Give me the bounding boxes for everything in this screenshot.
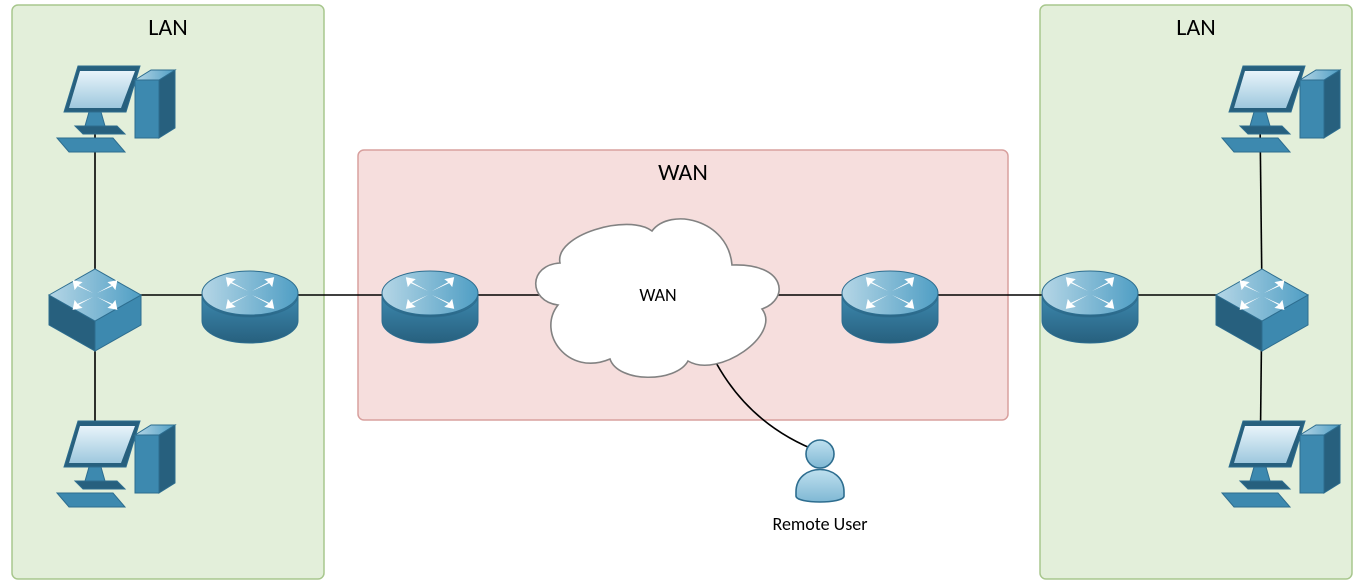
remote-user-label: Remote User — [773, 513, 868, 535]
lan-right-label: LAN — [1176, 13, 1215, 42]
lan-left-label: LAN — [148, 13, 187, 42]
wan-cloud-label: WAN — [639, 284, 676, 306]
router-rt-r-wan — [842, 271, 938, 343]
router-rt-l-wan — [382, 271, 478, 343]
wan-label: WAN — [658, 158, 708, 187]
router-rt-r-out — [1042, 271, 1138, 343]
router-rt-l-out — [202, 271, 298, 343]
remote-user-icon: Remote User — [773, 440, 868, 535]
